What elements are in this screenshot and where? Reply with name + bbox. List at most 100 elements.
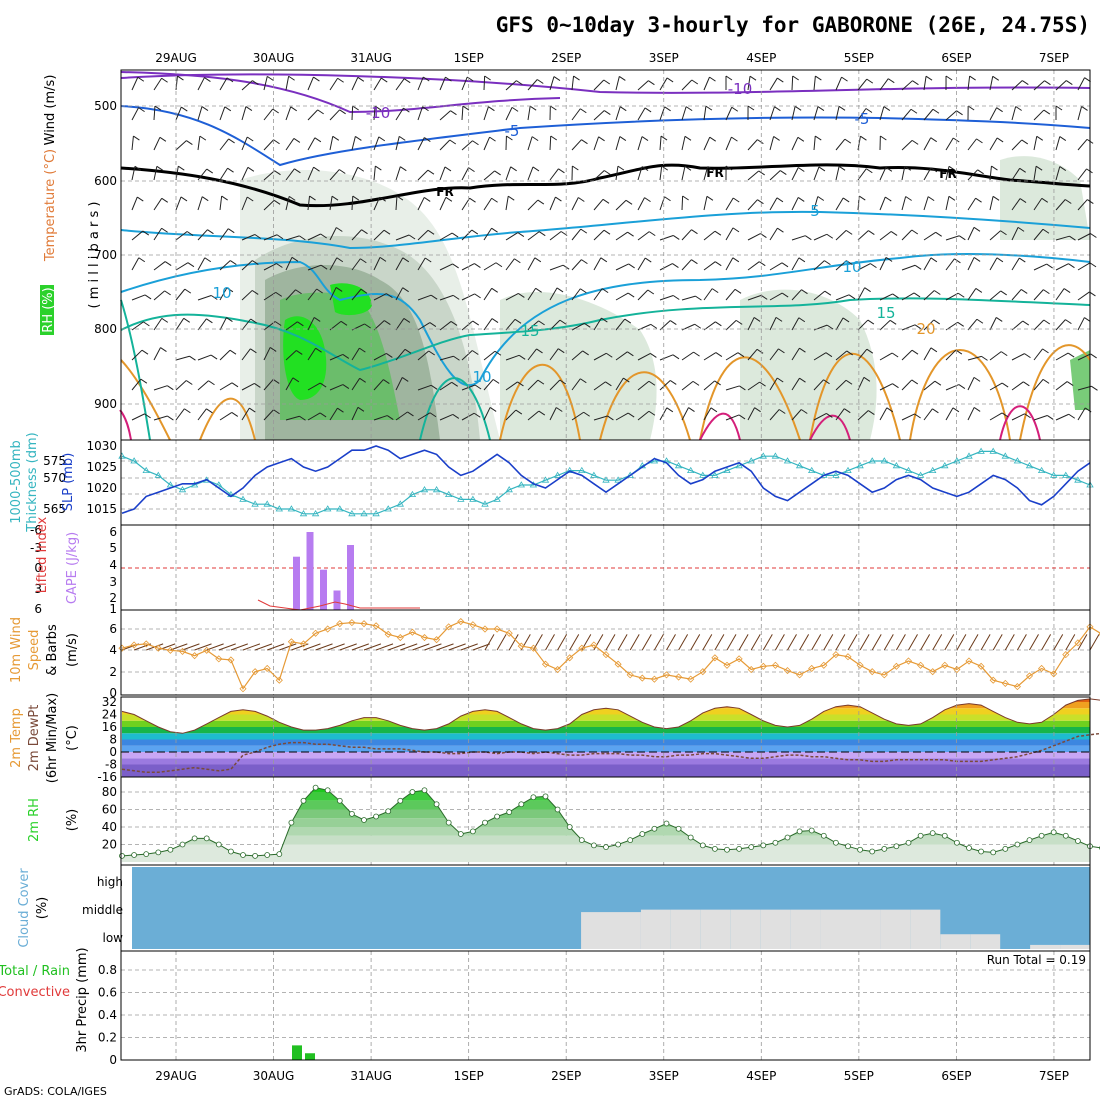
wind-barb xyxy=(1033,263,1047,271)
wind-barb-flag xyxy=(340,320,348,326)
thickness-marker xyxy=(311,510,320,517)
wind-barb xyxy=(549,168,559,181)
rh-marker xyxy=(397,797,404,804)
thickness-marker xyxy=(928,466,937,473)
slp-tick: 1015 xyxy=(86,502,117,516)
surface-wind-barb xyxy=(702,634,713,651)
wind-barb xyxy=(527,288,537,301)
wind-barb xyxy=(769,170,781,181)
wind-barb-flag xyxy=(773,136,780,141)
wind-barb-flag xyxy=(967,105,975,111)
wind-barb xyxy=(725,227,734,241)
contour-plus10 xyxy=(120,252,1091,387)
wind-barb xyxy=(791,235,806,241)
wind-barb-flag xyxy=(992,195,1000,201)
wind-barb-flag xyxy=(429,322,437,328)
wind-barb xyxy=(681,295,696,301)
wind-barb-flag xyxy=(866,348,874,354)
rh-marker xyxy=(712,845,718,852)
temp-band xyxy=(122,758,1090,765)
wind-barb-flag xyxy=(429,412,437,418)
wind-barb-flag xyxy=(604,170,611,175)
rh-marker xyxy=(748,844,755,851)
wind-barb-flag xyxy=(1043,109,1051,115)
wind-barb xyxy=(967,355,982,361)
surface-wind-barb xyxy=(823,634,834,651)
date-label-top: 3SEP xyxy=(649,51,679,65)
wind-speed-marker xyxy=(783,667,792,675)
wind-barb xyxy=(373,106,376,121)
rh-marker xyxy=(941,832,948,839)
rh-marker xyxy=(203,835,210,842)
wind-barb-flag xyxy=(644,257,652,263)
surface-wind-barb xyxy=(920,634,931,651)
wind-barb xyxy=(329,320,342,331)
wind-barb xyxy=(989,76,994,91)
wind-barb xyxy=(879,352,893,361)
wind-barb-flag xyxy=(320,264,328,270)
wind-barb-flag xyxy=(737,352,745,358)
wind-barb xyxy=(681,351,694,361)
wind-barb-flag xyxy=(692,380,700,386)
wind-barb-flag xyxy=(400,166,407,172)
slp-tick: 1020 xyxy=(86,481,117,495)
wind-barb-flag xyxy=(555,196,562,202)
wind-barb xyxy=(307,264,322,271)
wind-barb-flag xyxy=(387,415,394,420)
wind-barb xyxy=(615,351,628,361)
wind-speed-marker xyxy=(130,641,138,649)
upper-air-wind-label: Wind (m/s) xyxy=(43,75,58,146)
rh-marker xyxy=(324,787,331,794)
wind-barb xyxy=(571,76,575,91)
wind-barb xyxy=(439,197,447,211)
wind-barb xyxy=(681,259,692,271)
wind-barb xyxy=(901,166,906,181)
wind-barb-flag xyxy=(932,408,939,414)
thickness-marker xyxy=(868,457,876,464)
wind-barb xyxy=(659,77,668,91)
wind-barb xyxy=(571,197,579,211)
wind-speed-marker xyxy=(941,661,949,669)
upper-air-wind-barbs xyxy=(131,75,1098,421)
cape-tick: 2 xyxy=(109,591,117,605)
wind-barb-flag xyxy=(927,196,935,202)
wind-barb-flag xyxy=(1064,199,1072,204)
thickness-slp-grid xyxy=(121,440,1090,525)
wind-barb-flag xyxy=(1000,290,1007,296)
wind-barb-flag xyxy=(201,106,209,111)
wind-barb xyxy=(505,409,517,421)
temp-band xyxy=(122,739,1090,746)
surface-wind-barb xyxy=(557,634,568,651)
wind-speed-marker xyxy=(227,656,235,664)
wind-barb xyxy=(747,317,755,331)
wind-barb-flag xyxy=(1022,320,1030,326)
wind-barb xyxy=(879,319,891,331)
wind-barb-flag xyxy=(161,77,168,83)
wind-speed-marker xyxy=(154,644,162,652)
wind-barb-flag xyxy=(230,260,237,265)
wind-barb-flag xyxy=(605,352,613,358)
wind-barb xyxy=(791,257,800,271)
wind-barb-flag xyxy=(1065,319,1072,325)
wind-barb-flag xyxy=(883,106,891,111)
wind-barb xyxy=(857,230,869,241)
wind-barb-flag xyxy=(164,290,171,296)
precip-run-total: Run Total = 0.19 xyxy=(987,953,1086,967)
cape-tick: 6 xyxy=(109,525,117,539)
wind-barb-flag xyxy=(469,197,476,203)
wind-barb-flag xyxy=(925,75,933,81)
wind-barb xyxy=(351,378,361,391)
wind-barb xyxy=(285,377,294,391)
wind-barb xyxy=(681,195,684,211)
wind-barb-flag xyxy=(550,135,558,141)
rh-marker xyxy=(276,851,283,858)
date-label-bottom: 31AUG xyxy=(350,1069,392,1083)
wind-barb xyxy=(197,229,208,241)
wind-barb-flag xyxy=(226,287,234,293)
rh-marker xyxy=(1014,841,1021,848)
date-axis-bottom: 29AUG 30AUG 31AUG 1SEP 2SEP 3SEP 4SEP 5SEP 6SEP 7… xyxy=(155,1069,1069,1083)
temp2m-label-2: 2m DewPt xyxy=(27,705,42,772)
